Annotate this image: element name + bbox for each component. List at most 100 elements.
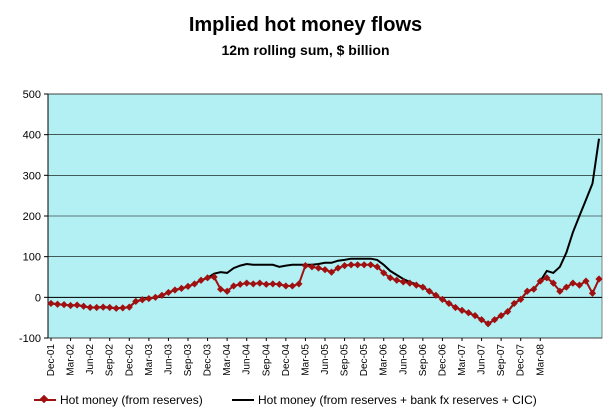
x-tick-label: Mar-04 [222, 344, 233, 376]
data-point [445, 299, 453, 308]
x-tick-label: Mar-08 [535, 344, 546, 376]
data-point [282, 282, 290, 290]
data-point [249, 280, 257, 288]
legend-label: Hot money (from reserves + bank fx reser… [258, 393, 537, 407]
data-point [556, 287, 564, 295]
data-point [438, 295, 447, 303]
chart-subtitle: 12m rolling sum, $ billion [221, 42, 390, 58]
data-point [99, 303, 107, 311]
y-tick-label: 500 [23, 89, 41, 101]
data-point [471, 312, 479, 320]
y-tick-label: -100 [19, 333, 41, 345]
x-tick-label: Dec-07 [516, 344, 527, 377]
data-point [588, 289, 597, 297]
x-tick-label: Dec-01 [46, 344, 57, 377]
x-tick-label: Dec-02 [124, 344, 135, 377]
x-tick-label: Dec-05 [359, 344, 370, 377]
data-point [451, 303, 460, 312]
data-point [53, 300, 62, 308]
data-point [86, 303, 94, 312]
data-point [419, 283, 427, 291]
data-point [412, 281, 420, 289]
data-point [497, 312, 505, 320]
chart-legend: Hot money (from reserves) Hot money (fro… [34, 391, 594, 411]
data-point [321, 266, 329, 274]
data-point [373, 263, 381, 271]
x-tick-label: Mar-02 [66, 344, 77, 376]
data-point [151, 293, 159, 301]
x-tick-label: Jun-02 [85, 344, 96, 375]
data-point [530, 285, 538, 293]
data-point [164, 288, 173, 297]
data-point [145, 294, 153, 303]
data-point [536, 277, 544, 285]
data-point [60, 301, 68, 309]
data-point [543, 274, 551, 282]
data-point [386, 274, 394, 282]
data-point [399, 278, 407, 286]
data-point [230, 282, 238, 290]
y-tick-label: 400 [23, 130, 41, 142]
data-point [425, 287, 433, 295]
legend-swatch-red-diamond [34, 394, 56, 404]
data-point [517, 295, 525, 303]
data-point [432, 291, 440, 299]
data-point [354, 261, 362, 269]
data-point [582, 277, 590, 285]
data-point [112, 304, 120, 312]
x-tick-label: Sep-06 [418, 344, 429, 377]
data-point [477, 316, 486, 324]
data-point [504, 307, 512, 316]
data-point [595, 275, 603, 283]
legend-label: Hot money (from reserves) [60, 393, 203, 407]
x-tick-label: Jun-04 [242, 344, 253, 375]
data-point [177, 284, 186, 292]
data-point [203, 274, 212, 282]
legend-item-hot-money-reserves: Hot money (from reserves) [34, 393, 203, 407]
data-point [138, 296, 146, 304]
legend-item-hot-money-total: Hot money (from reserves + bank fx reser… [232, 393, 537, 407]
data-point [66, 301, 75, 310]
data-point [458, 306, 466, 314]
data-point [393, 276, 401, 284]
data-point [197, 276, 205, 284]
x-tick-label: Jun-05 [320, 344, 331, 375]
data-point [569, 279, 577, 287]
data-point [575, 281, 584, 289]
x-tick-label: Mar-06 [379, 344, 390, 376]
data-point [158, 291, 166, 299]
x-tick-label: Sep-04 [261, 344, 272, 377]
data-point [106, 303, 114, 312]
data-point [119, 304, 127, 312]
data-point [190, 280, 199, 288]
data-point [262, 280, 270, 288]
x-tick-label: Jun-06 [398, 344, 409, 375]
data-point [93, 303, 101, 312]
x-tick-label: Sep-02 [105, 344, 116, 377]
data-point [484, 320, 492, 328]
x-tick-label: Mar-03 [144, 344, 155, 376]
data-point [327, 268, 336, 276]
data-point [210, 273, 218, 281]
data-point [347, 261, 355, 269]
x-tick-label: Mar-07 [457, 344, 468, 376]
data-point [73, 301, 81, 309]
data-point [223, 287, 231, 295]
data-point [288, 282, 296, 290]
y-tick-label: 200 [23, 211, 41, 223]
x-tick-label: Jun-03 [163, 344, 174, 375]
x-tick-label: Sep-05 [340, 344, 351, 377]
chart-title: Implied hot money flows [188, 14, 423, 36]
legend-swatch-black-line [232, 399, 254, 401]
x-tick-label: Jun-07 [477, 344, 488, 375]
data-point [380, 269, 388, 277]
data-point [562, 283, 570, 291]
x-tick-label: Sep-03 [183, 344, 194, 377]
data-point [314, 264, 323, 272]
data-point [406, 279, 414, 287]
data-point [491, 316, 499, 324]
data-point [510, 299, 518, 308]
data-point [217, 285, 225, 293]
data-point [549, 279, 557, 287]
